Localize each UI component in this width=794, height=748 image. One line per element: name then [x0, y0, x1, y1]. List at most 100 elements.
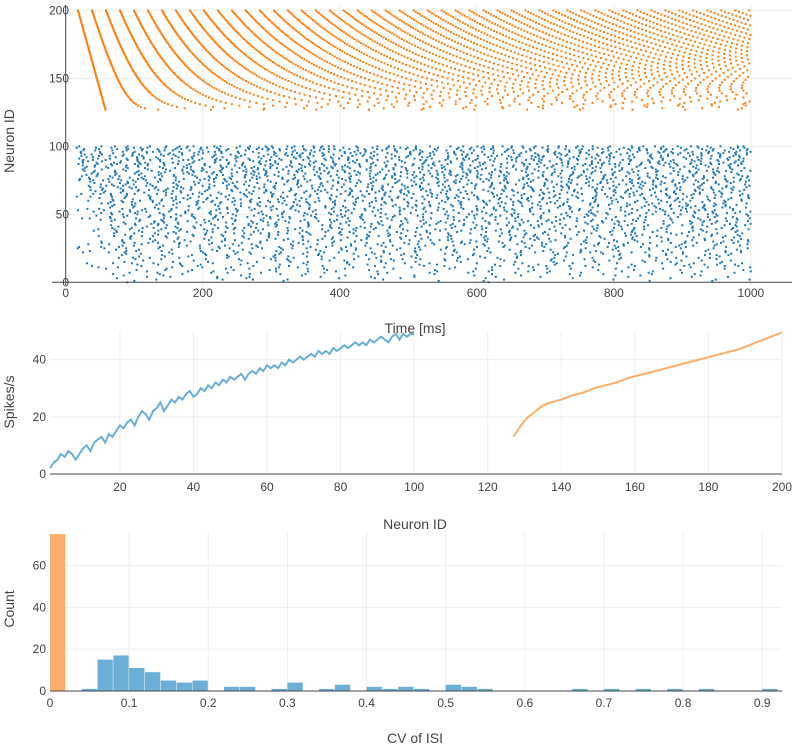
spike: [184, 63, 187, 66]
spike: [126, 58, 129, 61]
spike: [541, 173, 544, 176]
spike: [494, 275, 497, 278]
spike: [720, 195, 723, 198]
spike: [449, 171, 452, 174]
spike: [692, 44, 695, 47]
spike: [100, 153, 103, 156]
spike: [262, 154, 265, 157]
spike: [281, 211, 284, 214]
spike: [720, 92, 723, 95]
spike: [416, 61, 419, 64]
spike: [619, 161, 622, 164]
spike: [140, 176, 143, 179]
spike: [377, 101, 380, 104]
spike: [252, 150, 255, 153]
spike: [517, 40, 520, 43]
spike: [305, 247, 308, 250]
spike: [660, 180, 663, 183]
spike: [642, 197, 645, 200]
spike: [745, 213, 748, 216]
spike: [659, 93, 662, 96]
spike: [630, 145, 633, 148]
spike: [248, 199, 251, 202]
spike: [479, 177, 482, 180]
spike: [499, 46, 502, 49]
spike: [550, 258, 553, 261]
spike: [367, 46, 370, 49]
spike: [348, 167, 351, 170]
spike: [694, 179, 697, 182]
spike: [175, 213, 178, 216]
spike: [658, 74, 661, 77]
spike: [600, 251, 603, 254]
spike: [447, 239, 450, 242]
spike: [748, 62, 751, 65]
spike: [247, 42, 250, 45]
spike: [287, 255, 290, 258]
spike: [277, 175, 280, 178]
spike: [159, 158, 162, 161]
spike: [663, 182, 666, 185]
spike: [636, 173, 639, 176]
spike: [659, 154, 662, 157]
spike: [346, 236, 349, 239]
spike: [591, 77, 594, 80]
spike: [717, 59, 720, 62]
spike: [589, 251, 592, 254]
spike: [235, 160, 238, 163]
spike: [136, 157, 139, 160]
spike: [279, 54, 282, 57]
spike: [388, 78, 391, 81]
spike: [473, 252, 476, 255]
spike: [533, 40, 536, 43]
spike: [414, 146, 417, 149]
spike: [355, 48, 358, 51]
spike: [235, 146, 238, 149]
spike: [98, 207, 101, 210]
spike: [435, 222, 438, 225]
spike: [554, 239, 557, 242]
spike: [685, 202, 688, 205]
spike: [558, 197, 561, 200]
spike: [116, 186, 119, 189]
spike: [403, 184, 406, 187]
spike: [144, 161, 147, 164]
spike: [712, 240, 715, 243]
spike: [568, 52, 571, 55]
spike: [469, 169, 472, 172]
spike: [184, 44, 187, 47]
spike: [627, 148, 630, 151]
spike: [520, 197, 523, 200]
spike: [115, 248, 118, 251]
spike: [623, 220, 626, 223]
spike: [378, 190, 381, 193]
spike: [506, 66, 509, 69]
spike: [96, 172, 99, 175]
spike: [220, 192, 223, 195]
spike: [118, 210, 121, 213]
spike: [153, 47, 156, 50]
spike: [461, 167, 464, 170]
spike: [745, 176, 748, 179]
spike: [463, 44, 466, 47]
spike: [709, 146, 712, 149]
spike: [424, 160, 427, 163]
spike: [745, 149, 748, 152]
spike: [114, 169, 117, 172]
spike: [140, 172, 143, 175]
spike: [720, 226, 723, 229]
spike: [313, 150, 316, 153]
spike: [364, 209, 367, 212]
spike: [616, 85, 619, 88]
spike: [109, 201, 112, 204]
spike: [594, 190, 597, 193]
spike: [221, 168, 224, 171]
spike: [390, 218, 393, 221]
spike: [628, 192, 631, 195]
spike: [563, 80, 566, 83]
spike: [80, 192, 83, 195]
spike: [419, 177, 422, 180]
spike: [469, 47, 472, 50]
spike: [532, 190, 535, 193]
spike: [299, 153, 302, 156]
